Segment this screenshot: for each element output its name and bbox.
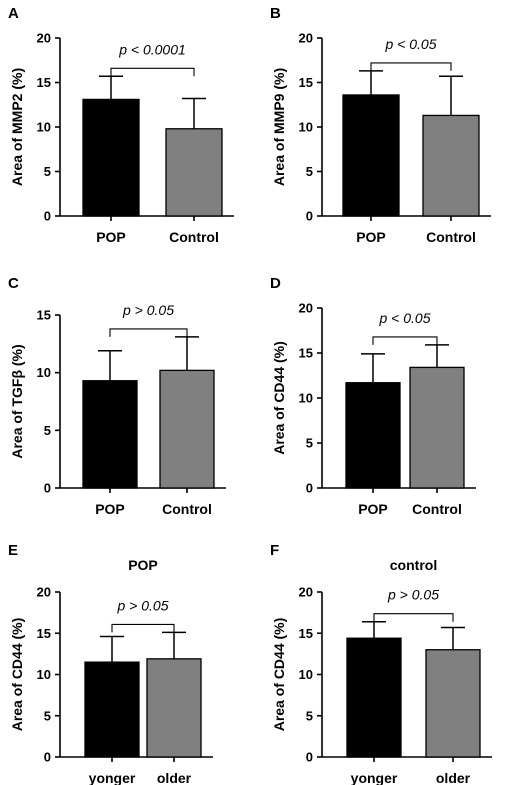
y-tick-label: 0 [44,209,51,224]
p-value-annotation: p < 0.05 [379,310,431,326]
panel-title: POP [128,557,158,573]
panel-e: E POP Area of CD44 (%) 0 5 10 15 20 yonger older p… [8,542,213,785]
y-axis-label: Area of CD44 (%) [9,618,25,732]
y-axis-label: Area of MMP2 (%) [9,68,25,186]
y-tick-label: 5 [44,423,51,438]
panel-b: B Area of MMP9 (%) 0 5 10 15 20 POP Control p < 0… [270,5,491,245]
y-tick-label: 20 [37,31,51,46]
bar-1 [146,658,202,758]
y-tick-label: 15 [299,346,313,361]
category-label: yonger [351,770,398,785]
panel-letter: A [8,5,19,22]
y-tick-label: 10 [299,120,313,135]
p-value-annotation: p > 0.05 [387,587,439,603]
y-tick-label: 0 [306,481,313,496]
bar-1 [425,649,481,758]
p-value-annotation: p > 0.05 [122,302,174,318]
significance-bracket [373,613,454,622]
panel-letter: B [270,5,281,22]
y-tick-label: 15 [299,75,313,90]
category-label: POP [358,501,388,517]
p-value-annotation: p > 0.05 [117,597,169,613]
category-label: POP [356,229,386,245]
bar-0 [346,637,402,758]
y-tick-label: 15 [299,626,313,641]
y-tick-label: 5 [306,708,313,723]
panel-d: D Area of CD44 (%) 0 5 10 15 20 POP Control p < 0… [270,275,476,517]
bar-0 [345,382,401,489]
y-axis-label: Area of CD44 (%) [271,618,287,732]
y-tick-label: 0 [306,209,313,224]
bar-1 [159,369,215,489]
significance-bracket [372,336,438,345]
category-label: Control [162,501,212,517]
panel-letter: D [270,275,281,292]
category-label: Control [169,229,219,245]
y-tick-label: 5 [44,164,51,179]
bar-0 [82,380,138,489]
bar-0 [82,98,140,217]
category-label: Control [412,501,462,517]
y-tick-label: 20 [299,31,313,46]
category-label: Control [426,229,476,245]
panel-letter: C [8,275,19,292]
panel-title: control [390,557,437,573]
category-label: POP [95,501,125,517]
panel-letter: E [8,542,18,559]
bar-0 [84,661,140,758]
y-tick-label: 0 [44,481,51,496]
y-tick-label: 15 [37,308,51,323]
significance-bracket [109,328,188,337]
bar-1 [409,366,465,489]
p-value-annotation: p < 0.05 [385,36,437,52]
bar-1 [422,114,480,217]
bar-1 [165,128,223,217]
panel-a: A Area of MMP2 (%) 0 5 10 15 20 POP Control p < 0… [8,5,234,245]
y-tick-label: 0 [306,750,313,765]
y-tick-label: 0 [44,750,51,765]
y-tick-label: 10 [37,365,51,380]
y-tick-label: 10 [37,120,51,135]
significance-bracket [111,623,175,633]
category-label: older [157,770,192,785]
y-tick-label: 20 [299,585,313,600]
y-tick-label: 15 [37,626,51,641]
y-tick-label: 20 [299,301,313,316]
y-tick-label: 5 [306,436,313,451]
p-value-annotation: p < 0.0001 [118,41,186,57]
significance-bracket [110,67,195,77]
y-axis-label: Area of CD44 (%) [271,341,287,455]
category-label: POP [96,229,126,245]
panel-c: C Area of TGFβ (%) 0 5 10 15 POP Control p > 0.0… [8,275,226,517]
y-tick-label: 10 [37,667,51,682]
bar-0 [342,94,400,217]
y-tick-label: 5 [44,708,51,723]
category-label: yonger [89,770,136,785]
y-axis-label: Area of MMP9 (%) [271,68,287,186]
y-tick-label: 5 [306,164,313,179]
y-tick-label: 15 [37,75,51,90]
y-tick-label: 20 [37,585,51,600]
y-tick-label: 10 [299,667,313,682]
significance-bracket [370,62,452,71]
category-label: older [436,770,471,785]
panel-letter: F [270,542,279,559]
y-axis-label: Area of TGFβ (%) [9,344,25,458]
y-tick-label: 10 [299,391,313,406]
